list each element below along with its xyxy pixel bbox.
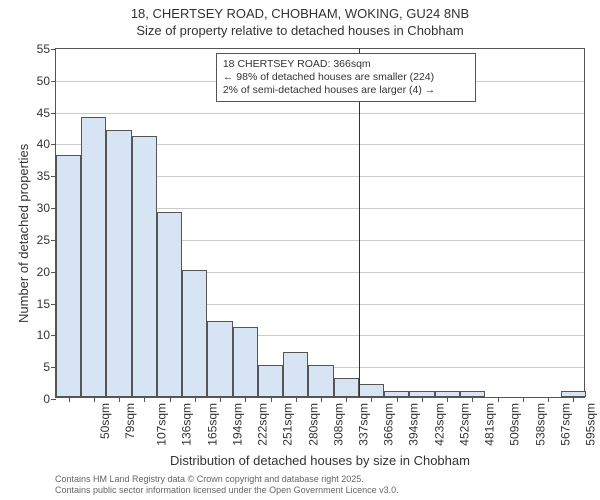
x-tick-label: 452sqm: [458, 403, 472, 446]
x-tick-mark: [321, 397, 322, 402]
x-tick-label: 509sqm: [508, 403, 522, 446]
x-tick-mark: [220, 397, 221, 402]
x-tick-mark: [573, 397, 574, 402]
plot-area: 051015202530354045505550sqm79sqm107sqm13…: [55, 48, 585, 398]
histogram-bar: [308, 365, 333, 397]
annotation-box: 18 CHERTSEY ROAD: 366sqm ← 98% of detach…: [216, 53, 476, 102]
y-tick-label: 25: [37, 233, 50, 247]
y-tick-label: 20: [37, 265, 50, 279]
x-tick-label: 79sqm: [123, 403, 137, 439]
x-tick-label: 194sqm: [231, 403, 245, 446]
x-tick-label: 222sqm: [256, 403, 270, 446]
x-tick-mark: [397, 397, 398, 402]
x-tick-mark: [346, 397, 347, 402]
footer: Contains HM Land Registry data © Crown c…: [55, 474, 399, 496]
x-tick-label: 423sqm: [432, 403, 446, 446]
histogram-bar: [106, 130, 131, 397]
x-tick-mark: [69, 397, 70, 402]
x-tick-mark: [296, 397, 297, 402]
title-block: 18, CHERTSEY ROAD, CHOBHAM, WOKING, GU24…: [0, 6, 600, 40]
y-tick-label: 45: [37, 106, 50, 120]
x-tick-label: 394sqm: [407, 403, 421, 446]
x-tick-label: 595sqm: [584, 403, 598, 446]
y-tick-mark: [51, 113, 56, 114]
x-tick-mark: [170, 397, 171, 402]
x-tick-mark: [119, 397, 120, 402]
x-tick-label: 538sqm: [533, 403, 547, 446]
x-tick-label: 136sqm: [180, 403, 194, 446]
x-tick-mark: [144, 397, 145, 402]
x-tick-mark: [371, 397, 372, 402]
y-axis-label: Number of detached properties: [16, 144, 31, 323]
y-tick-label: 10: [37, 328, 50, 342]
x-tick-label: 366sqm: [382, 403, 396, 446]
x-tick-label: 107sqm: [155, 403, 169, 446]
histogram-bar: [359, 384, 384, 397]
x-tick-label: 567sqm: [559, 403, 573, 446]
x-tick-mark: [447, 397, 448, 402]
x-tick-label: 481sqm: [483, 403, 497, 446]
x-tick-label: 165sqm: [205, 403, 219, 446]
histogram-bar: [81, 117, 106, 397]
annotation-line-3: 2% of semi-detached houses are larger (4…: [223, 84, 469, 97]
histogram-bar: [233, 327, 258, 397]
y-tick-label: 35: [37, 169, 50, 183]
y-tick-mark: [51, 81, 56, 82]
x-tick-label: 280sqm: [306, 403, 320, 446]
x-tick-mark: [271, 397, 272, 402]
x-tick-mark: [422, 397, 423, 402]
y-tick-label: 40: [37, 137, 50, 151]
y-tick-mark: [51, 144, 56, 145]
histogram-bar: [56, 155, 81, 397]
x-tick-label: 50sqm: [98, 403, 112, 439]
histogram-bar: [132, 136, 157, 397]
title-line-1: 18, CHERTSEY ROAD, CHOBHAM, WOKING, GU24…: [0, 6, 600, 23]
footer-line-1: Contains HM Land Registry data © Crown c…: [55, 474, 399, 485]
grid-line: [56, 113, 584, 114]
x-tick-mark: [245, 397, 246, 402]
x-axis-label: Distribution of detached houses by size …: [55, 453, 585, 468]
y-tick-mark: [51, 49, 56, 50]
y-tick-mark: [51, 399, 56, 400]
x-tick-label: 308sqm: [331, 403, 345, 446]
x-tick-label: 251sqm: [281, 403, 295, 446]
y-tick-label: 0: [43, 392, 50, 406]
title-line-2: Size of property relative to detached ho…: [0, 23, 600, 40]
x-tick-mark: [548, 397, 549, 402]
x-tick-mark: [94, 397, 95, 402]
y-tick-label: 5: [43, 360, 50, 374]
x-tick-mark: [498, 397, 499, 402]
annotation-line-1: 18 CHERTSEY ROAD: 366sqm: [223, 58, 469, 71]
histogram-bar: [182, 270, 207, 397]
x-tick-mark: [195, 397, 196, 402]
histogram-bar: [157, 212, 182, 397]
histogram-bar: [207, 321, 232, 397]
x-tick-mark: [523, 397, 524, 402]
y-tick-label: 15: [37, 297, 50, 311]
footer-line-2: Contains public sector information licen…: [55, 485, 399, 496]
histogram-bar: [283, 352, 308, 397]
chart-container: 18, CHERTSEY ROAD, CHOBHAM, WOKING, GU24…: [0, 0, 600, 500]
histogram-bar: [258, 365, 283, 397]
y-tick-label: 30: [37, 201, 50, 215]
x-tick-mark: [472, 397, 473, 402]
y-tick-label: 50: [37, 74, 50, 88]
x-tick-label: 337sqm: [357, 403, 371, 446]
histogram-bar: [334, 378, 359, 397]
annotation-line-2: ← 98% of detached houses are smaller (22…: [223, 71, 469, 84]
y-tick-label: 55: [37, 42, 50, 56]
